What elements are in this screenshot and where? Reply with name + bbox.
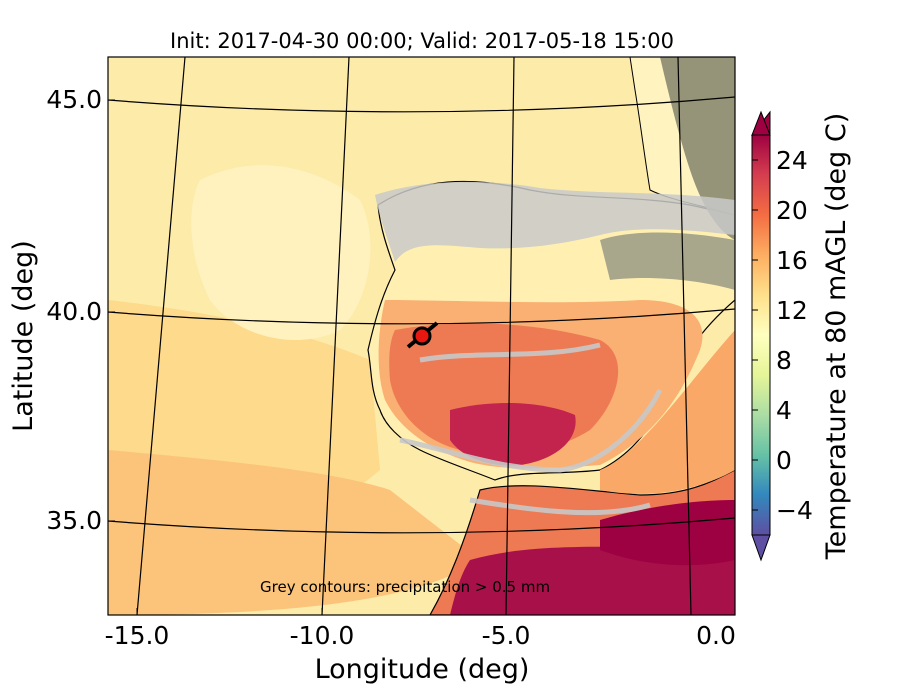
colorbar-tick-label: 24: [776, 146, 808, 175]
colorbar-tick-label: −4: [776, 496, 813, 525]
colorbar: −4 0 4 8 12 16 20 24 Temperature at 80 mAGL (de…: [750, 110, 852, 562]
x-tick-label: 0.0: [696, 621, 736, 650]
africa-hottest-east: [600, 500, 735, 566]
graticule: [108, 57, 735, 615]
y-tick-label: 35.0: [46, 506, 102, 535]
chart-title: Init: 2017-04-30 00:00; Valid: 2017-05-1…: [170, 29, 674, 53]
colorbar-tick-label: 4: [776, 396, 792, 425]
colorbar-tick-label: 20: [776, 196, 808, 225]
meridian-5: [505, 57, 515, 615]
precipitation-annotation: Grey contours: precipitation > 0.5 mm: [260, 578, 550, 596]
colorbar-bottom-extension: [751, 534, 771, 562]
y-tick-label: 40.0: [46, 297, 102, 326]
precipitation-contours: [375, 181, 735, 262]
y-axis-label: Latitude (deg): [8, 240, 39, 432]
x-axis: -15.0 -10.0 -5.0 0.0 Longitude (deg): [105, 608, 736, 685]
parallel-40: [108, 308, 735, 325]
site-marker: [406, 321, 439, 349]
ocean-pale-area: [191, 165, 371, 340]
map-area: Grey contours: precipitation > 0.5 mm: [108, 57, 735, 615]
meridian-10: [321, 57, 350, 615]
meridian-15: [136, 57, 186, 615]
x-tick-label: -15.0: [105, 621, 170, 650]
x-axis-label: Longitude (deg): [315, 654, 530, 685]
ocean-south-band: [108, 450, 480, 615]
y-axis: 45.0 40.0 35.0 Latitude (deg): [8, 85, 115, 535]
colorbar-label: Temperature at 80 mAGL (deg C): [821, 113, 852, 561]
x-tick-label: -5.0: [482, 621, 531, 650]
pyrenees-grey-terrain: [600, 232, 735, 290]
x-tick-label: -10.0: [290, 621, 355, 650]
parallel-35: [108, 517, 735, 534]
y-tick-label: 45.0: [46, 85, 102, 114]
parallel-45: [108, 96, 735, 113]
colorbar-tick-label: 16: [776, 246, 808, 275]
map-frame: [107, 56, 736, 616]
colorbar-tick-label: 8: [776, 346, 792, 375]
colorbar-bar: [751, 134, 771, 536]
meridian-0: [677, 57, 692, 615]
colorbar-tick-label: 0: [776, 446, 792, 475]
mediterranean-sea: [600, 330, 735, 494]
colorbar-tick-label: 12: [776, 296, 808, 325]
iberia-hottest-zone: [450, 403, 576, 466]
